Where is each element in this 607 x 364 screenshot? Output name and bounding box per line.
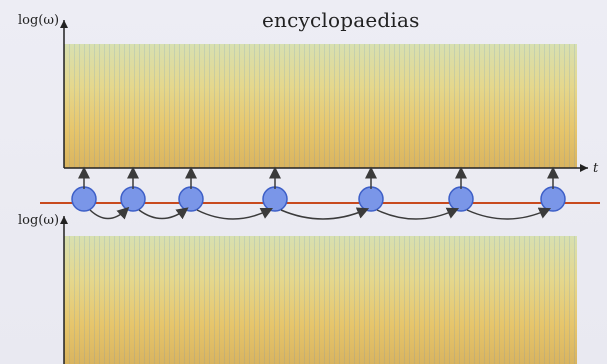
- node-3: [178, 186, 204, 212]
- time-axis-arrowhead: [580, 164, 588, 172]
- arc-3-4: [196, 207, 274, 220]
- top-spectrogram-background: [64, 44, 577, 168]
- transition-arcs: [89, 206, 552, 220]
- top-axis-arrowhead: [60, 20, 68, 28]
- arc-6-7: [466, 207, 552, 220]
- time-axis-label: t: [593, 161, 599, 176]
- node-4: [262, 186, 288, 212]
- node-6: [448, 186, 474, 212]
- arc-2-3: [138, 207, 189, 220]
- vertical-arrows: [78, 166, 559, 189]
- top-y-axis-label: log(ω): [18, 13, 60, 28]
- arc-1-2: [89, 206, 130, 220]
- bottom-spectrogram: [64, 236, 577, 364]
- node-7: [540, 186, 566, 212]
- node-2: [120, 186, 146, 212]
- node-5: [358, 186, 384, 212]
- bottom-spectrogram-background: [64, 236, 577, 364]
- node-1: [71, 186, 97, 212]
- slide-title: encyclopaedias: [262, 8, 420, 32]
- bottom-axis-arrowhead: [60, 216, 68, 224]
- arc-5-6: [376, 207, 460, 220]
- arc-4-5: [280, 207, 370, 220]
- node-row: [71, 186, 566, 212]
- bottom-y-axis-label: log(ω): [18, 213, 60, 228]
- top-spectrogram: [64, 44, 577, 168]
